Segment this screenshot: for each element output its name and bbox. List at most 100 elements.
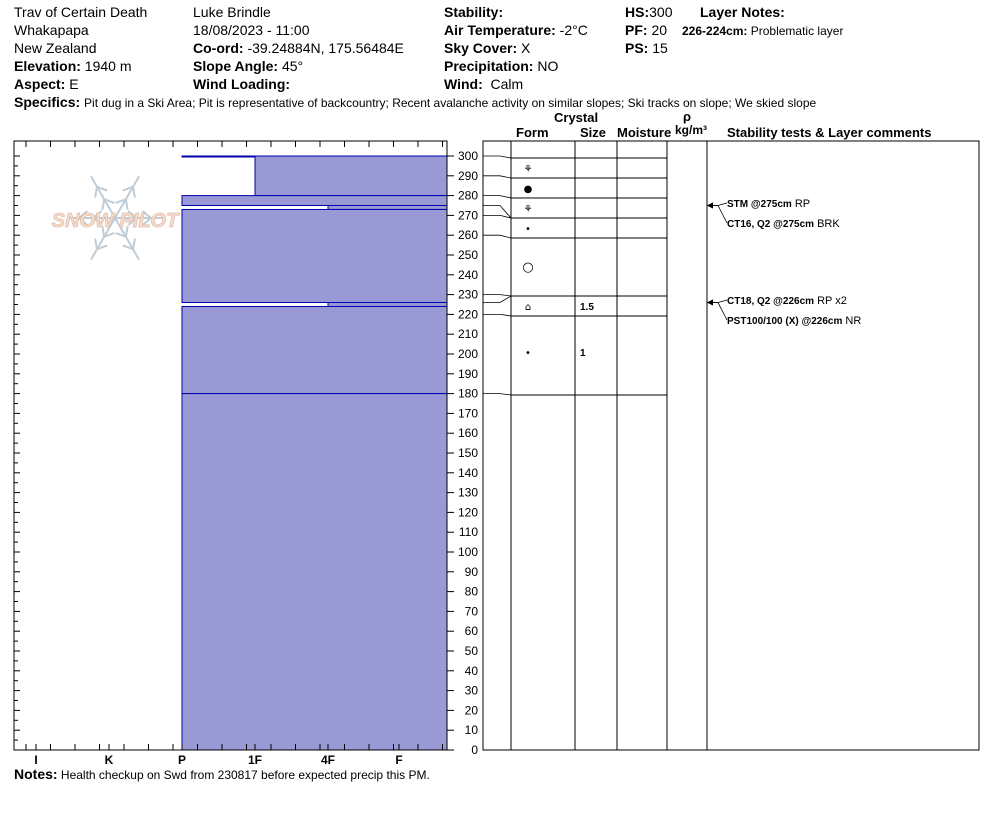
ps: PS: 15 bbox=[625, 39, 668, 57]
y-tick-label: 50 bbox=[465, 644, 479, 658]
hs-value: 300 bbox=[649, 4, 673, 20]
layer-note: 226-224cm: Problematic layer bbox=[682, 24, 843, 38]
wind-label: Wind: bbox=[444, 76, 483, 92]
x-tick-label: 1F bbox=[248, 753, 262, 767]
hardness-bar-5 bbox=[327, 302, 448, 307]
air-temp-label: Air Temperature: bbox=[444, 22, 556, 38]
sky-cover: Sky Cover: X bbox=[444, 39, 530, 57]
coord-label: Co-ord: bbox=[193, 40, 244, 56]
y-tick-label: 100 bbox=[458, 545, 478, 559]
aspect-label: Aspect: bbox=[14, 76, 66, 92]
y-tick-label: 60 bbox=[465, 624, 479, 638]
sky-label: Sky Cover: bbox=[444, 40, 518, 56]
hs-label: HS: bbox=[625, 4, 650, 20]
hardness-bar-2 bbox=[181, 195, 448, 207]
y-tick-label: 20 bbox=[465, 703, 479, 717]
country-name: New Zealand bbox=[14, 40, 97, 56]
density-unit-header: kg/m³ bbox=[675, 123, 708, 137]
y-tick-label: 130 bbox=[458, 486, 478, 500]
arrow-icon bbox=[707, 202, 713, 209]
stability-test-label: CT16, Q2 @275cm BRK bbox=[727, 218, 840, 230]
x-tick-label: I bbox=[34, 753, 37, 767]
layer-connector bbox=[483, 234, 512, 239]
x-tick-label: 4F bbox=[321, 753, 335, 767]
air-temp-value: -2°C bbox=[559, 22, 588, 38]
specifics-text: Pit dug in a Ski Area; Pit is representa… bbox=[84, 96, 817, 110]
y-tick-label: 140 bbox=[458, 466, 478, 480]
precip-label: Precipitation: bbox=[444, 58, 534, 74]
pf-value: 20 bbox=[651, 22, 668, 38]
crystal-form-symbol: ⚘ bbox=[524, 164, 533, 175]
x-tick-label: K bbox=[105, 753, 114, 767]
profile-frame bbox=[482, 140, 980, 751]
precipitation: Precipitation: NO bbox=[444, 57, 558, 75]
layer-connector bbox=[483, 155, 512, 159]
crystal-form-symbol: ○ bbox=[522, 260, 533, 275]
layer-note-range: 226-224cm: bbox=[682, 24, 748, 38]
y-tick-label: 240 bbox=[458, 268, 478, 282]
y-tick-label: 300 bbox=[458, 149, 478, 163]
specifics-label: Specifics: bbox=[14, 94, 81, 110]
y-tick-label: 80 bbox=[465, 585, 479, 599]
crystal-form-symbol: ⚘ bbox=[524, 204, 533, 215]
pf: PF: 20 bbox=[625, 21, 667, 39]
stability: Stability: bbox=[444, 3, 503, 21]
crystal-form-symbol: • bbox=[525, 348, 531, 359]
crystal-header: Crystal bbox=[554, 110, 599, 125]
pf-label: PF: bbox=[625, 22, 648, 38]
hardness-bar-7 bbox=[181, 393, 448, 751]
y-tick-label: 70 bbox=[465, 604, 479, 618]
stability-test-label: PST100/100 (X) @226cm NR bbox=[727, 315, 861, 327]
snowflake-icon bbox=[67, 175, 163, 261]
y-tick-label: 40 bbox=[465, 664, 479, 678]
precip-value: NO bbox=[537, 58, 559, 74]
hardness-frame bbox=[13, 140, 448, 751]
layer-connector bbox=[483, 313, 512, 317]
notes: Notes: Health checkup on Swd from 230817… bbox=[14, 766, 430, 782]
observer: Luke Brindle bbox=[193, 4, 271, 20]
slope-label: Slope Angle: bbox=[193, 58, 279, 74]
y-tick-label: 180 bbox=[458, 387, 478, 401]
wind-loading: Wind Loading: bbox=[193, 75, 290, 93]
wind-loading-label: Wind Loading: bbox=[193, 76, 291, 92]
layer-connector bbox=[483, 195, 512, 199]
y-tick-label: 220 bbox=[458, 307, 478, 321]
coordinates: Co-ord: -39.24884N, 175.56484E bbox=[193, 39, 404, 57]
crystal-form-symbol: • bbox=[525, 224, 531, 235]
sky-value: X bbox=[521, 40, 531, 56]
test-pointer bbox=[707, 302, 728, 321]
test-pointer bbox=[707, 205, 728, 224]
y-tick-label: 210 bbox=[458, 327, 478, 341]
y-tick-label: 200 bbox=[458, 347, 478, 361]
y-tick-label: 10 bbox=[465, 723, 479, 737]
layer-connector bbox=[483, 294, 512, 297]
notes-text: Health checkup on Swd from 230817 before… bbox=[60, 768, 430, 782]
elevation-value: 1940 m bbox=[84, 58, 132, 74]
wind-value: Calm bbox=[490, 76, 524, 92]
moisture-header: Moisture bbox=[617, 125, 672, 140]
hardness-bar-4 bbox=[181, 208, 448, 304]
elevation: Elevation: 1940 m bbox=[14, 57, 132, 75]
air-temperature: Air Temperature: -2°C bbox=[444, 21, 588, 39]
size-header: Size bbox=[580, 125, 607, 140]
slope-value: 45° bbox=[281, 58, 304, 74]
hardness-bar-6 bbox=[181, 305, 448, 395]
y-tick-label: 250 bbox=[458, 248, 478, 262]
area-name: Whakapapa bbox=[14, 22, 89, 38]
aspect: Aspect: E bbox=[14, 75, 79, 93]
y-tick-label: 0 bbox=[471, 743, 478, 757]
slope-angle: Slope Angle: 45° bbox=[193, 57, 303, 75]
rho-header: ρ bbox=[683, 109, 692, 124]
layer-note-text: Problematic layer bbox=[750, 24, 844, 38]
layer-notes-label: Layer Notes: bbox=[700, 4, 785, 20]
stability-test-label: CT18, Q2 @226cm RP x2 bbox=[727, 295, 847, 307]
y-tick-label: 150 bbox=[458, 446, 478, 460]
arrow-icon bbox=[707, 299, 713, 306]
y-tick-label: 270 bbox=[458, 208, 478, 222]
hardness-bar-1 bbox=[254, 155, 448, 197]
specifics: Specifics: Pit dug in a Ski Area; Pit is… bbox=[14, 93, 816, 112]
aspect-value: E bbox=[69, 76, 79, 92]
ps-label: PS: bbox=[625, 40, 649, 56]
notes-label: Notes: bbox=[14, 766, 58, 782]
